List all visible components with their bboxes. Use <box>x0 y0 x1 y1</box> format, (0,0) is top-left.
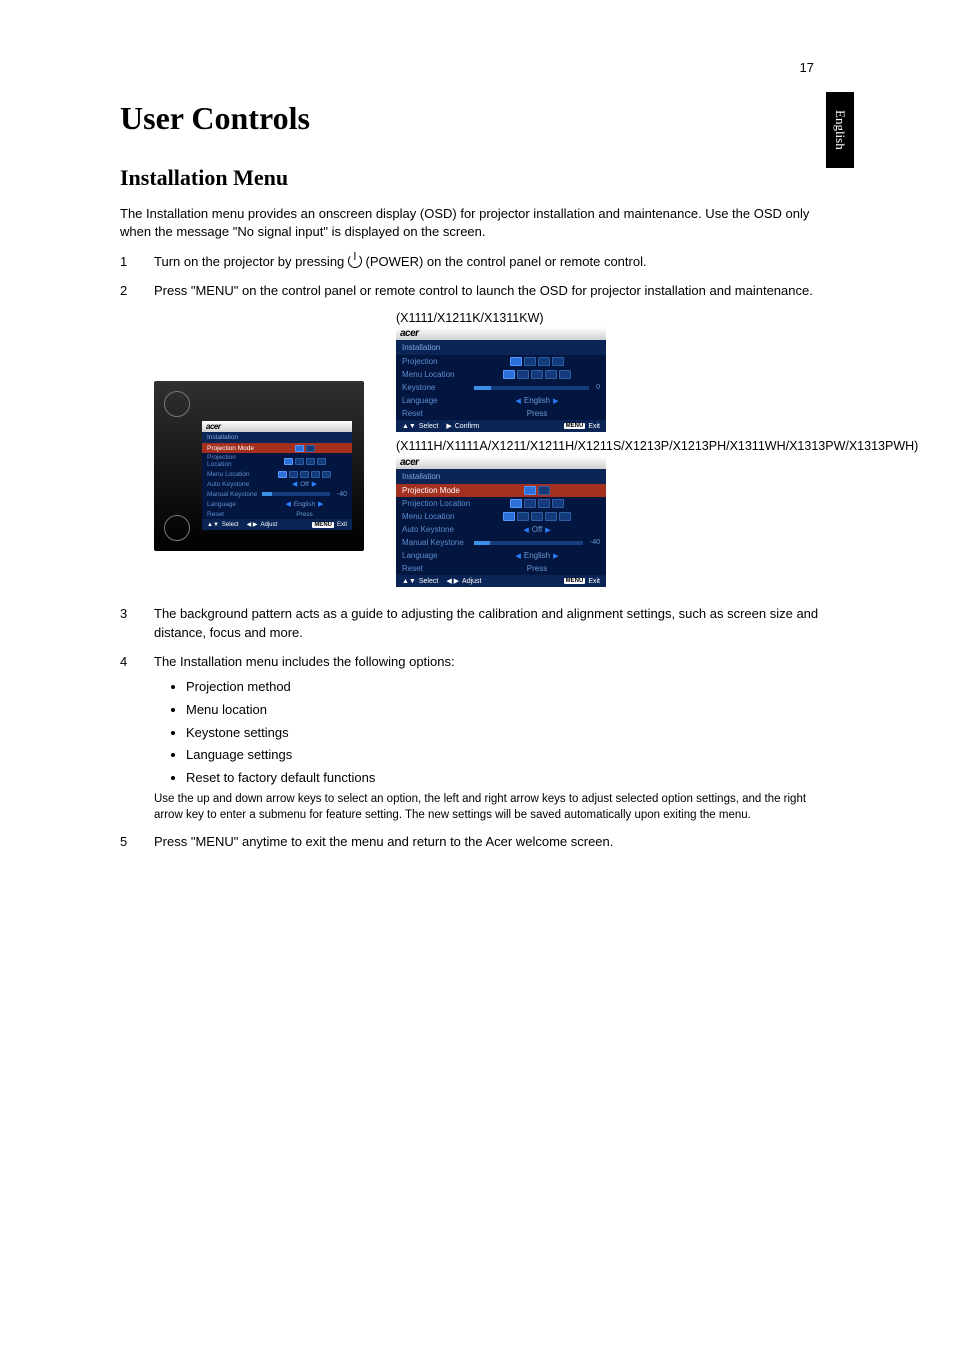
step-text: Turn on the projector by pressing <box>154 254 348 269</box>
option-item: Projection method <box>186 678 834 697</box>
osd-panel-mini: acerInstallationProjection ModeProjectio… <box>202 421 352 530</box>
projector-photo-column: acerInstallationProjection ModeProjectio… <box>154 311 384 551</box>
page-title: User Controls <box>120 100 834 137</box>
step-number: 3 <box>120 605 154 643</box>
step-2: 2 Press "MENU" on the control panel or r… <box>120 282 834 301</box>
step-number: 4 <box>120 653 154 823</box>
embedded-osd: acerInstallationProjection ModeProjectio… <box>202 421 352 539</box>
option-item: Menu location <box>186 701 834 720</box>
option-item: Language settings <box>186 746 834 765</box>
osd-panel-2: acerInstallationProjection ModeProjectio… <box>396 456 606 587</box>
step-body: The Installation menu includes the follo… <box>154 653 834 823</box>
power-icon <box>348 254 362 268</box>
projector-photo: acerInstallationProjection ModeProjectio… <box>154 381 364 551</box>
osd-panel-1: acerInstallationProjectionMenu LocationK… <box>396 327 606 432</box>
lens-icon <box>164 391 190 417</box>
osd-column: (X1111/X1211K/X1311KW) acerInstallationP… <box>396 311 918 587</box>
step-body: The background pattern acts as a guide t… <box>154 605 834 643</box>
options-list: Projection method Menu location Keystone s… <box>174 678 834 788</box>
step-body: Press "MENU" on the control panel or rem… <box>154 282 834 301</box>
step-text: The Installation menu includes the follo… <box>154 654 455 669</box>
step-body: Press "MENU" anytime to exit the menu an… <box>154 833 834 852</box>
step-4: 4 The Installation menu includes the fol… <box>120 653 834 823</box>
step-number: 1 <box>120 253 154 272</box>
usage-note: Use the up and down arrow keys to select… <box>154 792 834 823</box>
language-tab: English <box>826 92 854 168</box>
model-label: (X1111/X1211K/X1311KW) <box>396 311 918 325</box>
step-number: 5 <box>120 833 154 852</box>
step-5: 5 Press "MENU" anytime to exit the menu … <box>120 833 834 852</box>
lens-icon <box>164 515 190 541</box>
step-number: 2 <box>120 282 154 301</box>
step-body: Turn on the projector by pressing (POWER… <box>154 253 834 272</box>
option-item: Reset to factory default functions <box>186 769 834 788</box>
page-number: 17 <box>120 60 834 75</box>
section-heading: Installation Menu <box>120 165 834 191</box>
intro-paragraph: The Installation menu provides an onscre… <box>120 205 834 241</box>
step-3: 3 The background pattern acts as a guide… <box>120 605 834 643</box>
option-item: Keystone settings <box>186 724 834 743</box>
step-1: 1 Turn on the projector by pressing (POW… <box>120 253 834 272</box>
model-label: (X1111H/X1111A/X1211/X1211H/X1211S/X1213… <box>396 438 918 454</box>
step-text: (POWER) on the control panel or remote c… <box>362 254 647 269</box>
osd-figures: acerInstallationProjection ModeProjectio… <box>154 311 834 587</box>
